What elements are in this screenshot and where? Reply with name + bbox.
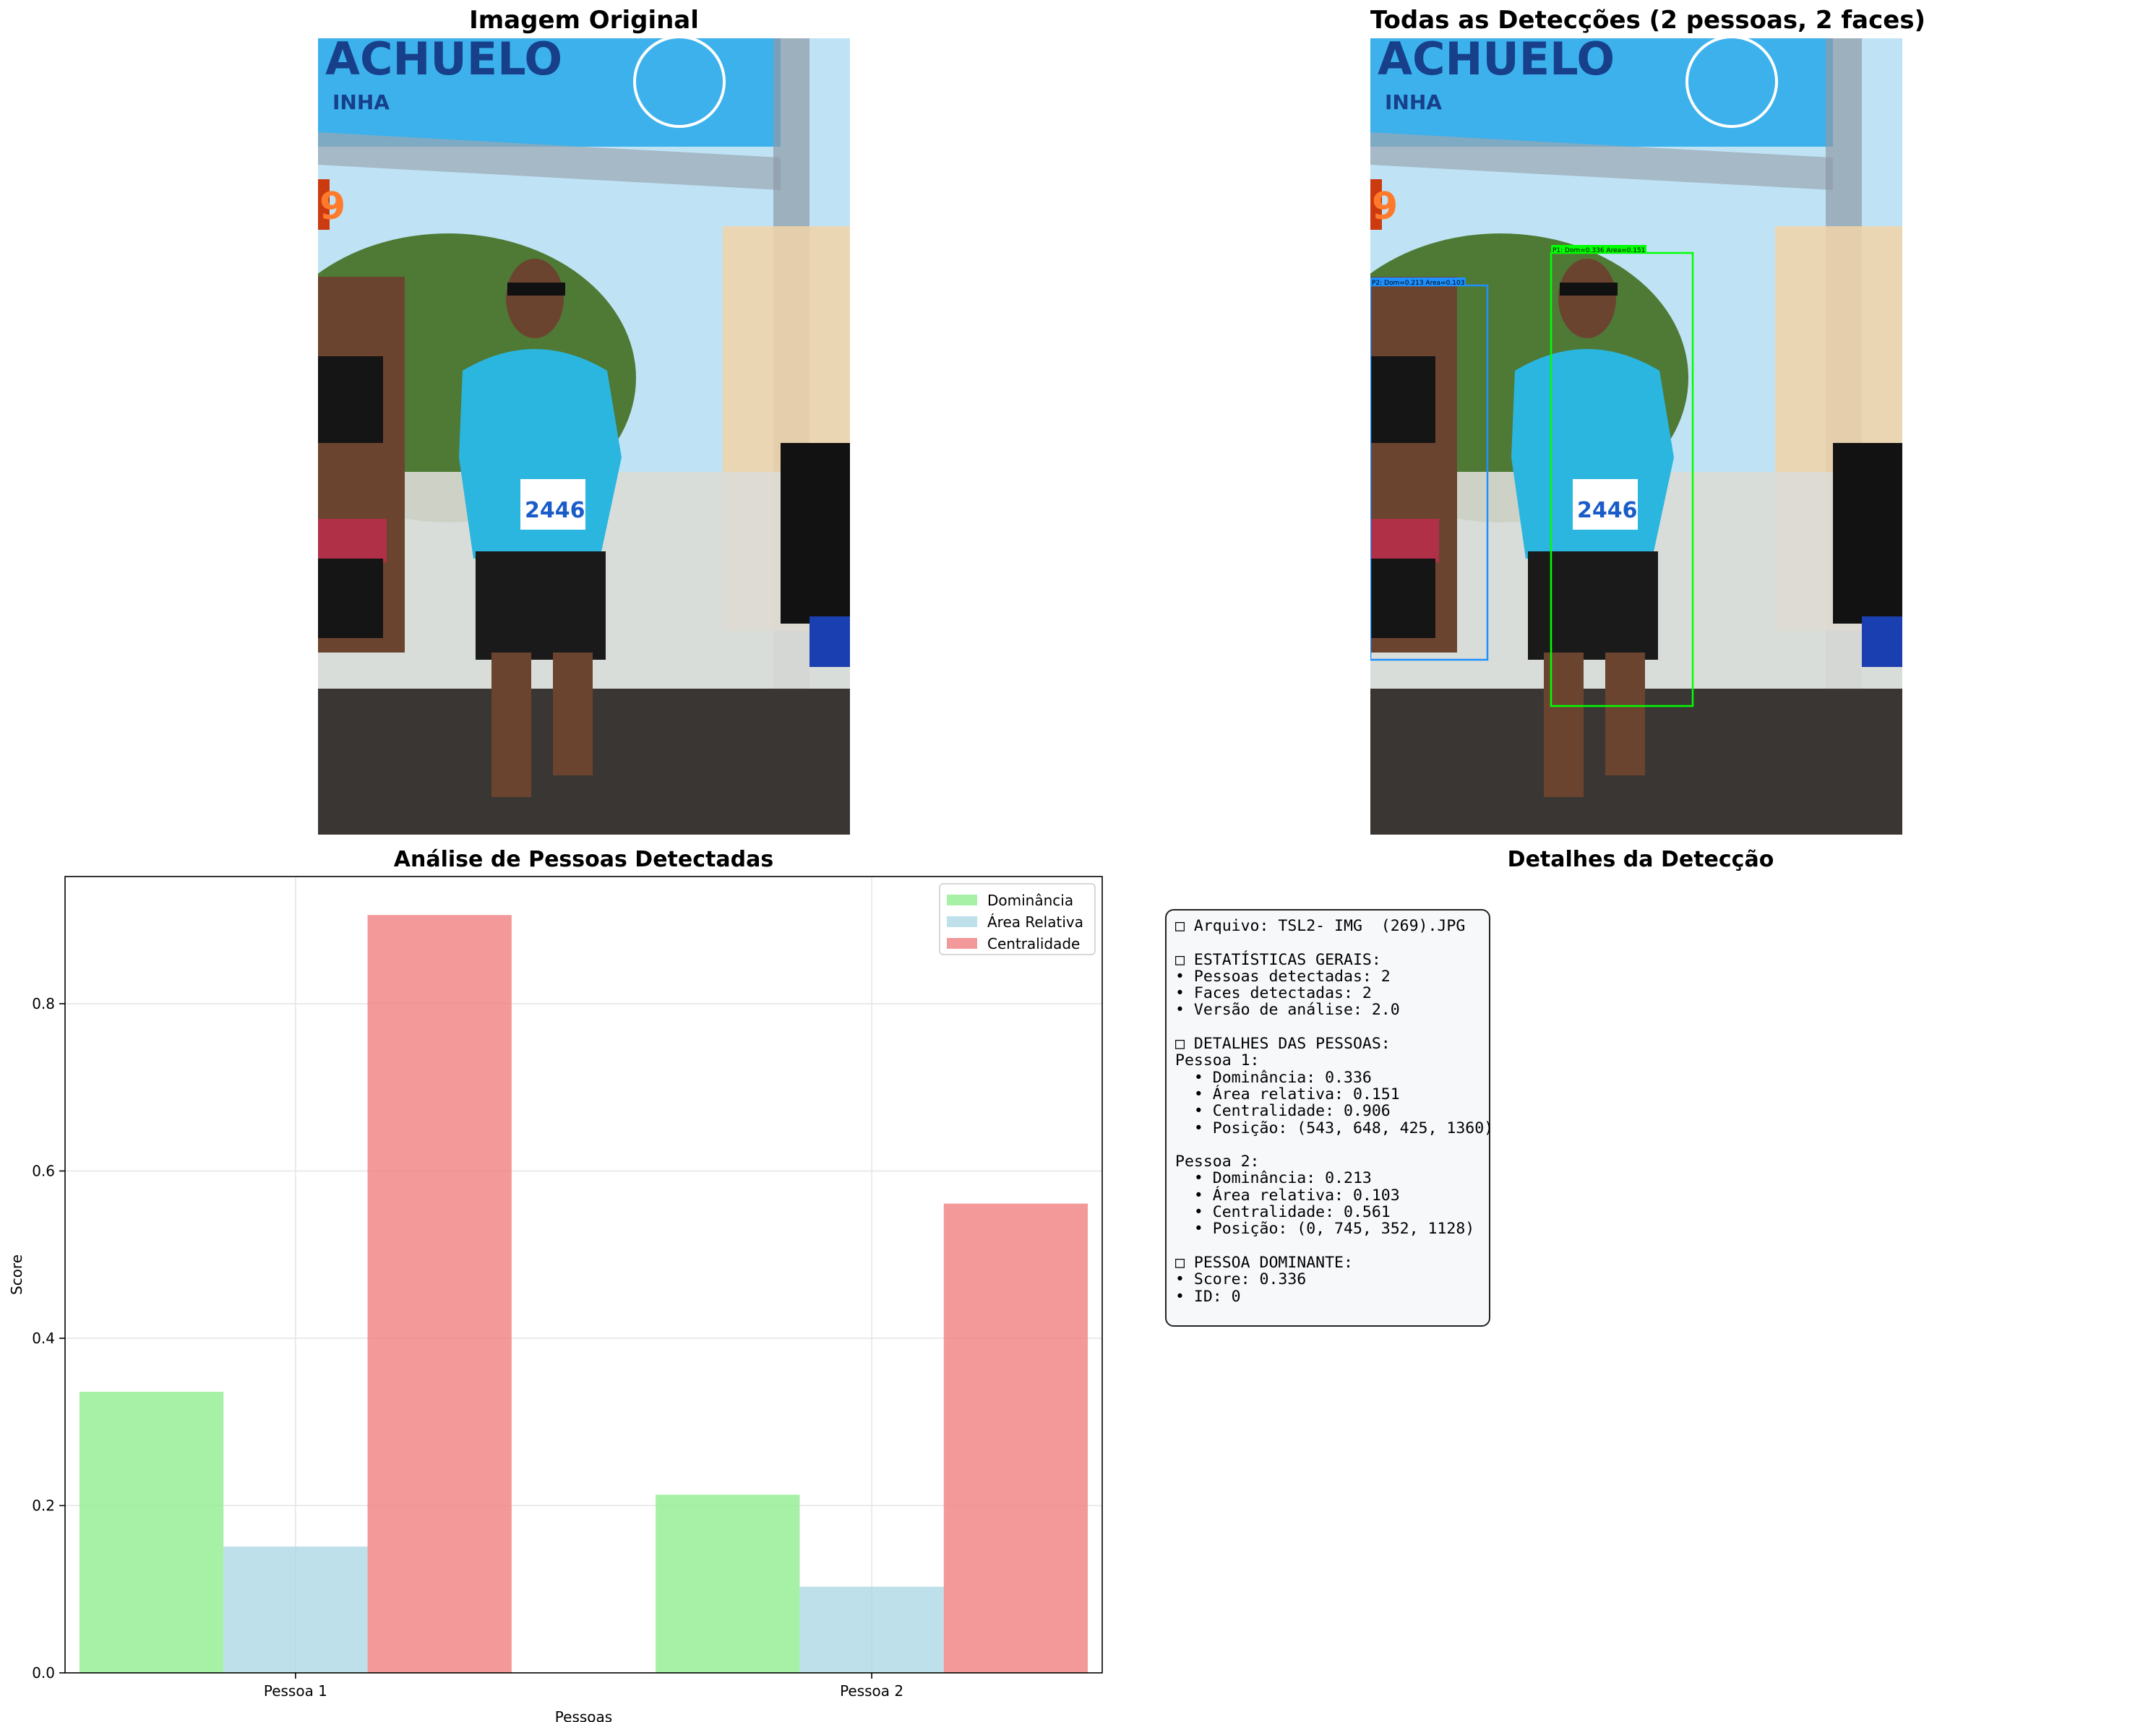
details-line: Pessoa 2: (1175, 1153, 1260, 1171)
x-tick-label: Pessoa 2 (840, 1682, 903, 1700)
details-line: • Faces detectadas: 2 (1175, 984, 1372, 1003)
legend-label: Dominância (987, 892, 1073, 909)
detections-photo: ACHUELO INHA 9 2446 P1: Dom=0.336 Area=0… (1370, 38, 1902, 835)
chart-bars (79, 915, 1088, 1673)
details-title: Detalhes da Detecção (1507, 847, 1774, 872)
detection-label-bg-p2 (1370, 277, 1466, 286)
y-tick-label: 0.8 (32, 995, 55, 1012)
details-line: □ DETALHES DAS PESSOAS: (1175, 1035, 1391, 1054)
legend-label: Centralidade (987, 935, 1080, 952)
details-line: • Área relativa: 0.103 (1175, 1186, 1400, 1205)
bar-Área Relativa-Pessoa 2 (799, 1586, 944, 1673)
bar-Dominância-Pessoa 1 (79, 1392, 224, 1673)
details-line (1175, 1238, 1480, 1254)
banner-sub-text-2: INHA (1385, 90, 1442, 114)
bar-chart: 0.0 0.2 0.4 0.6 0.8 Pessoa 1 Pessoa 2 Score P… (8, 876, 1103, 1722)
details-line: • Centralidade: 0.906 (1175, 1102, 1391, 1121)
details-line: • Score: 0.336 (1175, 1270, 1307, 1289)
chart-x-ticks: Pessoa 1 Pessoa 2 (264, 1673, 903, 1700)
clock-digit-2: 9 (1372, 185, 1398, 228)
bar-Área Relativa-Pessoa 1 (223, 1546, 368, 1673)
bar-Centralidade-Pessoa 1 (367, 915, 512, 1673)
details-line: • Área relativa: 0.151 (1175, 1085, 1400, 1103)
details-line: □ Arquivo: TSL2- IMG (269).JPG (1175, 917, 1466, 935)
bar-Dominância-Pessoa 2 (656, 1494, 800, 1673)
original-photo: ACHUELO INHA 9 2446 (318, 38, 850, 835)
y-tick-label: 0.4 (32, 1330, 55, 1347)
detection-details-box: □ Arquivo: TSL2- IMG (269).JPG □ ESTATÍST… (1165, 909, 1494, 1327)
legend-swatch (947, 895, 977, 905)
detection-label-bg-p1 (1551, 245, 1646, 254)
y-tick-label: 0.6 (32, 1162, 55, 1179)
bar-Centralidade-Pessoa 2 (943, 1203, 1088, 1673)
detection-label-p1: P1: Dom=0.336 Area=0.151 (1552, 247, 1645, 254)
detections-image-title: Todas as Detecções (2 pessoas, 2 faces) (1370, 6, 1926, 35)
details-line: • Posição: (0, 745, 352, 1128) (1175, 1220, 1475, 1239)
y-tick-label: 0.2 (32, 1497, 55, 1514)
banner-text-2: ACHUELO (1378, 38, 1615, 85)
legend-label: Área Relativa (987, 913, 1083, 931)
banner-sub-text: INHA (332, 90, 390, 114)
details-line: □ ESTATÍSTICAS GERAIS: (1175, 950, 1381, 969)
details-line (1175, 1137, 1480, 1153)
details-line: • Dominância: 0.213 (1175, 1169, 1372, 1188)
legend-swatch (947, 916, 977, 927)
details-line: Pessoa 1: (1175, 1051, 1260, 1070)
y-tick-label: 0.0 (32, 1664, 55, 1682)
y-axis-label: Score (8, 1254, 25, 1295)
chart-title: Análise de Pessoas Detectadas (393, 847, 774, 872)
legend-box (939, 883, 1096, 955)
x-tick-label: Pessoa 1 (264, 1682, 327, 1700)
details-line: • ID: 0 (1175, 1287, 1241, 1306)
chart-frame (64, 876, 1103, 1674)
original-photo-scene: ACHUELO INHA 9 2446 (318, 38, 850, 835)
chart-legend: Dominância Área Relativa Centralidade (939, 883, 1096, 955)
details-line (1175, 934, 1480, 951)
banner-text: ACHUELO (325, 38, 562, 85)
details-line: • Centralidade: 0.561 (1175, 1203, 1391, 1222)
detections-photo-scene: ACHUELO INHA 9 2446 P1: Dom=0.336 Area=0… (1370, 38, 1902, 835)
details-line: • Dominância: 0.336 (1175, 1068, 1372, 1087)
bib-number-2: 2446 (1577, 498, 1638, 523)
x-axis-label: Pessoas (555, 1708, 612, 1722)
detection-label-p2: P2: Dom=0.213 Area=0.103 (1372, 280, 1464, 287)
details-line: • Versão de análise: 2.0 (1175, 1001, 1400, 1020)
bib-number: 2446 (525, 498, 585, 523)
details-line: • Posição: (543, 648, 425, 1360) (1175, 1119, 1494, 1137)
original-image-title: Imagem Original (469, 6, 699, 35)
legend-swatch (947, 938, 977, 949)
details-line: □ PESSOA DOMINANTE: (1175, 1253, 1353, 1272)
clock-digit: 9 (319, 185, 345, 228)
details-line (1175, 1019, 1480, 1036)
details-line: • Pessoas detectadas: 2 (1175, 967, 1391, 986)
chart-grid (65, 877, 1102, 1673)
chart-y-ticks: 0.0 0.2 0.4 0.6 0.8 (32, 995, 65, 1682)
